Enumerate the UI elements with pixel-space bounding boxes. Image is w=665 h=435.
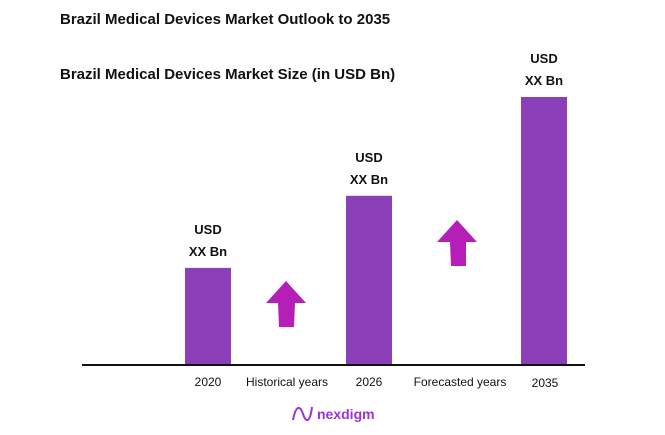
x-tick-label: 2020 <box>195 375 222 389</box>
data-label: XX Bn <box>350 172 388 187</box>
logo-text: nexdigm <box>317 406 375 422</box>
period-label-historical: Historical years <box>246 375 328 389</box>
bar-2035 <box>521 97 567 364</box>
period-label-forecast: Forecasted years <box>414 375 507 389</box>
data-label: USD <box>194 222 221 237</box>
chart-title: Brazil Medical Devices Market Outlook to… <box>60 11 390 28</box>
growth-arrow-icon <box>266 281 306 327</box>
bar-2026 <box>346 195 392 364</box>
logo-wave-icon <box>292 406 313 421</box>
nexdigm-logo: nexdigm <box>292 406 375 422</box>
chart-subtitle: Brazil Medical Devices Market Size (in U… <box>60 66 395 83</box>
data-label: USD <box>530 51 557 66</box>
data-label: XX Bn <box>189 244 227 259</box>
x-tick-label: 2035 <box>532 376 559 390</box>
bar-2020 <box>185 267 231 364</box>
data-label: USD <box>355 150 382 165</box>
data-label: XX Bn <box>525 73 563 88</box>
growth-arrow-icon <box>437 220 477 266</box>
x-tick-label: 2026 <box>356 375 383 389</box>
